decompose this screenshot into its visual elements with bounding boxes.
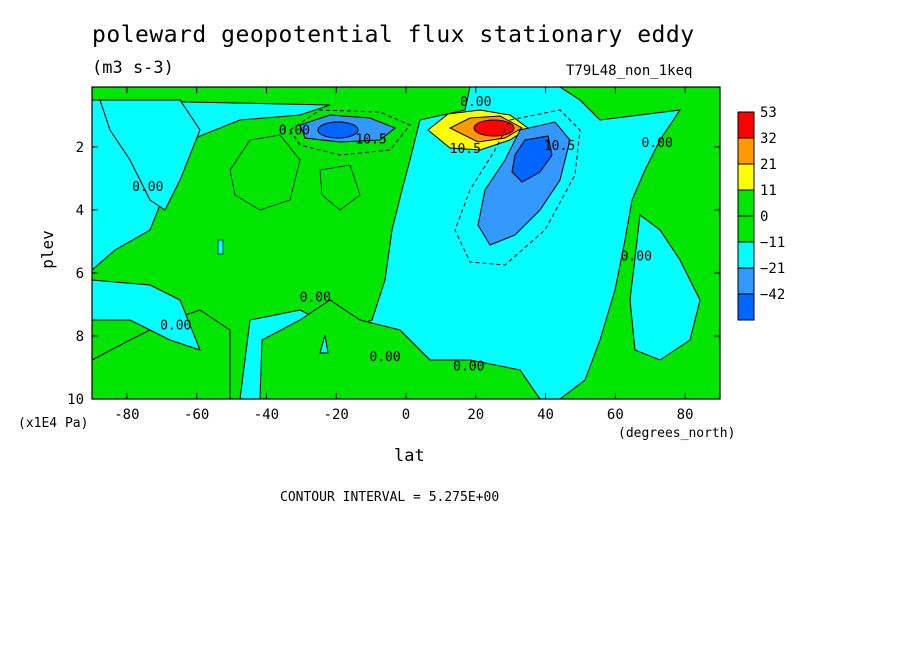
x-axis-label: lat [394,446,425,466]
dashed-contour-east [454,109,581,266]
region-negative-east-strip [629,214,701,361]
plot-field [92,87,720,399]
y-tick-label: 10 [67,392,84,408]
contour-label: 0.00 [160,319,191,334]
contour-interval: CONTOUR INTERVAL = 5.275E+00 [280,490,500,505]
dataset-label: T79L48_non_1keq [566,63,693,79]
color-legend: 53 32 21 11 0 −11 −21 −42 [737,105,785,321]
legend-level-label: 0 [760,209,768,225]
dashed-contour-west [289,109,411,156]
x-axis-unit: (degrees_north) [618,426,736,441]
y-tick-label: 4 [76,203,84,219]
small-cyan-spot [217,239,224,255]
thin-contour-center [319,164,361,211]
x-tick-label: -80 [114,407,139,423]
y-axis: 2 4 6 8 10 [67,140,720,408]
contour-label: 10.5 [544,139,575,154]
legend-level-label: 53 [760,105,777,121]
legend-level-label: 32 [760,131,777,147]
chart-units: (m3 s-3) [92,58,174,78]
y-tick-label: 8 [76,329,84,345]
contour-label: 0.00 [279,123,310,138]
contour-label: 0.00 [642,136,673,151]
legend-swatch [737,163,755,191]
x-axis: -80 -60 -40 -20 0 20 40 60 80 [114,87,694,423]
x-tick-label: 40 [537,407,554,423]
contour-label: 10.5 [355,133,386,148]
legend-swatch [737,267,755,295]
contour-label-layer: 0.00 0.00 10.5 10.5 10.5 0.00 0.00 0.00 0.00 0.00… [132,95,673,375]
legend-swatch [737,189,755,217]
legend-level-label: −42 [760,287,785,303]
legend-swatch [737,215,755,243]
legend-swatch [737,293,755,321]
legend-level-label: 11 [760,183,777,199]
y-axis-label: plev [37,230,57,269]
region-negative-42-west [317,121,359,139]
small-cyan-island [319,334,329,354]
x-tick-label: 80 [677,407,694,423]
chart-title: poleward geopotential flux stationary ed… [92,22,695,48]
x-tick-label: 0 [402,407,410,423]
region-negative-42-east [511,135,553,183]
region-positive-center-low [259,299,541,399]
legend-swatch [737,241,755,269]
contour-label: 0.00 [369,350,400,365]
x-tick-label: -40 [254,407,279,423]
x-tick-label: -20 [324,407,349,423]
region-positive-53 [473,119,515,137]
contour-label: 0.00 [453,360,484,375]
legend-level-label: −21 [760,261,785,277]
legend-level-label: 21 [760,157,777,173]
region-negative-west-lobe [99,99,201,211]
contour-label: 10.5 [450,142,481,157]
thin-contour-south [229,134,301,211]
legend-swatch [737,137,755,165]
x-tick-label: 60 [607,407,624,423]
y-tick-label: 6 [76,266,84,282]
x-tick-label: -60 [184,407,209,423]
x-tick-label: 20 [467,407,484,423]
legend-level-label: −11 [760,235,785,251]
y-tick-label: 2 [76,140,84,156]
contour-label: 0.00 [621,249,652,264]
y-axis-unit: (x1E4 Pa) [18,416,89,431]
contour-label: 0.00 [300,290,331,305]
legend-swatch [737,111,755,139]
contour-label: 0.00 [132,180,163,195]
region-negative-polar-south [92,279,201,351]
contour-label: 0.00 [460,95,491,110]
